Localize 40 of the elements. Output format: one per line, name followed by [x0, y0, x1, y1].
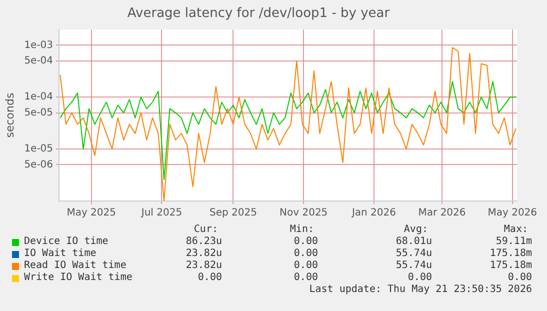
y-tick-label: 1e-05: [24, 144, 54, 155]
text: 68.01u: [396, 236, 432, 248]
text: 23.82u: [186, 248, 222, 260]
text: 0.00: [198, 272, 222, 284]
x-tick-label: Mar 2026: [418, 208, 466, 219]
text: 0.00: [294, 260, 318, 272]
text: Min:: [290, 224, 314, 236]
text: 0.00: [294, 248, 318, 260]
text: 0.00: [408, 272, 432, 284]
x-tick-label: Jan 2026: [350, 208, 396, 219]
legend-label: Device IO time: [24, 236, 108, 248]
text: 0.00: [294, 272, 318, 284]
y-tick-label: 5e-04: [24, 55, 54, 66]
y-tick-label: 5e-05: [24, 107, 54, 118]
y-axis-title: seconds: [3, 92, 16, 138]
text: Cur:: [194, 224, 218, 236]
x-tick-label: Sep 2025: [209, 208, 257, 219]
text: 55.74u: [396, 248, 432, 260]
x-tick-label: Nov 2025: [280, 208, 328, 219]
x-tick-label: May 2026: [488, 208, 538, 219]
text: Avg:: [404, 224, 428, 236]
text: Max:: [504, 224, 528, 236]
text: 0.00: [508, 272, 532, 284]
text: 23.82u: [186, 260, 222, 272]
legend-label: IO Wait time: [24, 248, 96, 260]
text: 175.18m: [490, 248, 532, 260]
y-tick-label: 5e-06: [24, 159, 54, 170]
text: 55.74u: [396, 260, 432, 272]
text: 86.23u: [186, 236, 222, 248]
text: 0.00: [294, 236, 318, 248]
legend-label: Write IO Wait time: [24, 272, 132, 284]
x-tick-label: May 2025: [66, 208, 116, 219]
text: Last update: Thu May 21 23:50:35 2026: [309, 284, 532, 296]
text: 175.18m: [490, 260, 532, 272]
chart-title: Average latency for /dev/loop1 - by year: [127, 6, 390, 22]
y-tick-label: 1e-03: [24, 40, 54, 51]
x-tick-label: Jul 2025: [140, 208, 182, 219]
text: 59.11m: [496, 236, 532, 248]
y-tick-label: 1e-04: [24, 92, 54, 103]
legend-label: Read IO Wait time: [24, 260, 126, 272]
